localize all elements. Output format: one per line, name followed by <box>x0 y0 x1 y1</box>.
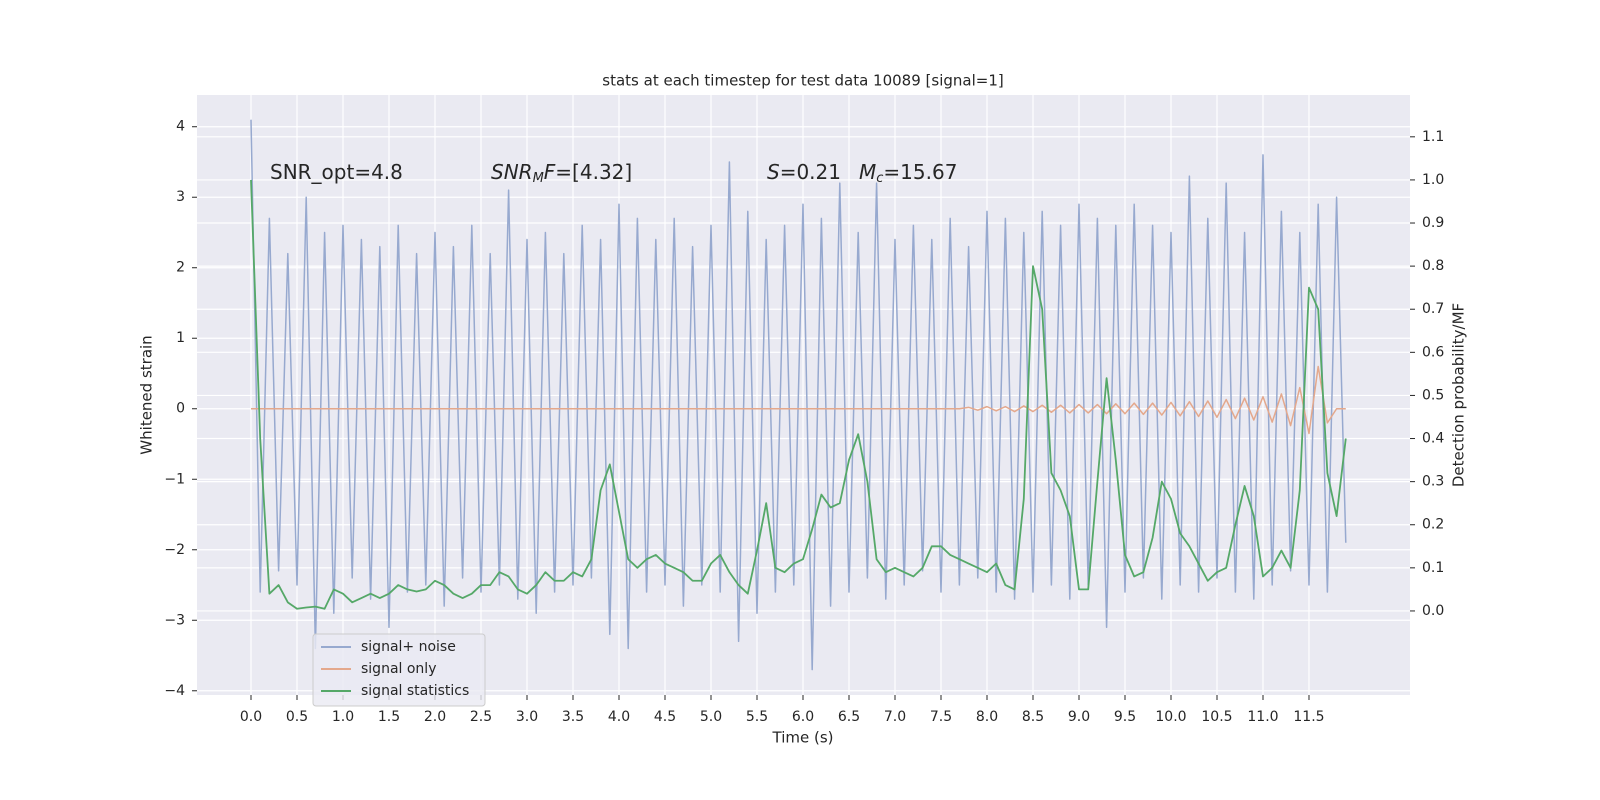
y2-tick-label: 0.1 <box>1422 560 1444 576</box>
annotation: S=0.21 <box>767 160 841 184</box>
x-tick-label: 4.5 <box>654 709 676 725</box>
y2-tick-label: 0.5 <box>1422 387 1444 403</box>
x-tick-label: 10.5 <box>1201 709 1232 725</box>
y2-tick-label: 0.3 <box>1422 474 1444 490</box>
annotation-part: M <box>859 160 876 184</box>
series-line <box>250 179 1347 610</box>
x-tick-label: 5.0 <box>700 709 722 725</box>
x-tick-label: 0.0 <box>240 709 262 725</box>
legend-box <box>312 633 486 707</box>
x-tick-label: 2.5 <box>470 709 492 725</box>
annotation-part: c <box>876 171 883 186</box>
x-tick-label: 6.0 <box>792 709 814 725</box>
series-line <box>250 119 1347 671</box>
legend-label: signal only <box>361 661 436 677</box>
y-tick-label: 0 <box>176 401 185 417</box>
y2-tick-label: 1.1 <box>1422 129 1444 145</box>
y2-axis-label: Detection probability/MF <box>1450 303 1468 487</box>
y-tick-label: −2 <box>164 542 185 558</box>
x-tick-label: 2.0 <box>424 709 446 725</box>
legend-label: signal statistics <box>361 683 469 699</box>
annotation-part: =15.67 <box>883 160 957 184</box>
annotation-part: F <box>544 160 556 184</box>
x-tick-label: 11.5 <box>1293 709 1324 725</box>
annotation-part: SNR <box>491 160 533 184</box>
x-axis-label: Time (s) <box>772 729 834 747</box>
x-tick-label: 7.0 <box>884 709 906 725</box>
annotation: SNR_opt=4.8 <box>270 160 403 184</box>
chart-title: stats at each timestep for test data 100… <box>602 72 1003 90</box>
series-line <box>251 365 1346 435</box>
annotation-part: S <box>767 160 780 184</box>
annotations: SNR_opt=4.8 SNRMF=[4.32] S=0.21 Mc=15.67 <box>270 160 957 186</box>
legend: signal+ noise signal only signal statistic… <box>312 633 486 707</box>
x-tick-label: 7.5 <box>930 709 952 725</box>
x-tick-label: 11.0 <box>1247 709 1278 725</box>
grid <box>197 95 1410 695</box>
x-tick-label: 8.0 <box>976 709 998 725</box>
annotation-part: =[4.32] <box>555 160 632 184</box>
x-tick-label: 9.0 <box>1068 709 1090 725</box>
annotation: SNRMF=[4.32] <box>491 160 632 186</box>
y2-tick-label: 0.0 <box>1422 603 1444 619</box>
y2-tick-label: 0.2 <box>1422 517 1444 533</box>
annotation-part: SNR_opt=4.8 <box>270 160 403 184</box>
y2-tick-label: 0.9 <box>1422 215 1444 231</box>
x-tick-label: 1.0 <box>332 709 354 725</box>
y-tick-label: −1 <box>164 471 185 487</box>
legend-label: signal+ noise <box>361 639 456 655</box>
y-tick-label: −3 <box>164 612 185 628</box>
x-tick-label: 0.5 <box>286 709 308 725</box>
y-tick-label: 2 <box>176 260 185 276</box>
x-tick-label: 10.0 <box>1155 709 1186 725</box>
annotation: Mc=15.67 <box>859 160 957 186</box>
y2-tick-label: 0.7 <box>1422 301 1444 317</box>
y-tick-label: 4 <box>176 119 185 135</box>
y2-tick-label: 1.0 <box>1422 172 1444 188</box>
y-axis-label: Whitened strain <box>138 335 156 454</box>
y2-tick-label: 0.6 <box>1422 344 1444 360</box>
y-tick-label: −4 <box>164 683 185 699</box>
x-tick-label: 3.0 <box>516 709 538 725</box>
x-tick-label: 4.0 <box>608 709 630 725</box>
x-tick-label: 9.5 <box>1114 709 1136 725</box>
x-tick-label: 6.5 <box>838 709 860 725</box>
y2-tick-label: 0.8 <box>1422 258 1444 274</box>
y-tick-label: 3 <box>176 189 185 205</box>
y2-tick-label: 0.4 <box>1422 431 1444 447</box>
x-tick-label: 8.5 <box>1022 709 1044 725</box>
x-tick-label: 5.5 <box>746 709 768 725</box>
annotation-part: =0.21 <box>780 160 841 184</box>
annotation-part: M <box>533 171 544 186</box>
lines <box>250 119 1347 671</box>
x-tick-label: 3.5 <box>562 709 584 725</box>
y-tick-label: 1 <box>176 330 185 346</box>
axes: 0.0 0.5 1.0 1.5 2.0 2.5 3.0 3.5 4.0 4.5 5.0 5.5 6.0 6… <box>164 119 1444 725</box>
x-tick-label: 1.5 <box>378 709 400 725</box>
